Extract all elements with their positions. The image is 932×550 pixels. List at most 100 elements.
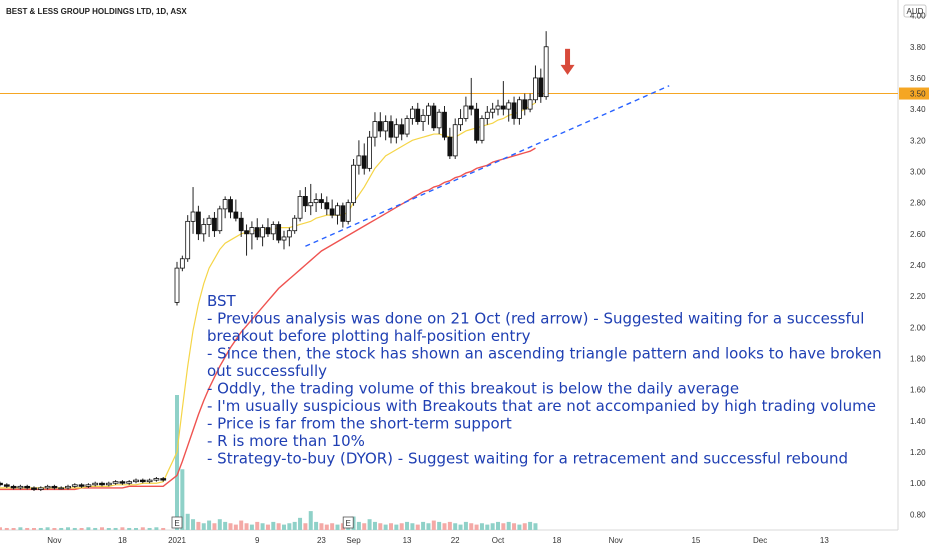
volume-bar [113, 527, 118, 530]
candle-body [463, 105, 469, 119]
volume-bar [212, 523, 217, 530]
candle-body [190, 211, 196, 222]
candle-body [372, 121, 378, 138]
candle-body [538, 77, 544, 98]
candle-body [270, 224, 276, 235]
annotation-line: - Price is far from the short-term suppo… [207, 415, 512, 433]
y-tick-label: 2.20 [910, 292, 926, 301]
candle-body [146, 479, 153, 483]
candle-body [174, 267, 180, 303]
candle-body [281, 236, 287, 241]
volume-bar [517, 524, 522, 530]
x-tick-label: Sep [346, 536, 361, 545]
volume-bar [292, 521, 297, 530]
candle-body [297, 196, 303, 219]
volume-bar [324, 524, 329, 530]
volume-bar [249, 524, 254, 530]
volume-bar [207, 520, 212, 530]
volume-bar [185, 513, 190, 530]
y-tick-label: 1.20 [910, 448, 926, 457]
y-tick-label: 3.00 [910, 167, 926, 176]
volume-bar [335, 524, 340, 530]
volume-bar [239, 520, 244, 530]
candle-body [222, 199, 228, 210]
y-tick-label: 2.60 [910, 230, 926, 239]
candle-body [527, 99, 533, 110]
y-tick-label: 2.80 [910, 199, 926, 208]
volume-bar [140, 527, 145, 530]
volume-bar [330, 523, 335, 530]
volume-bar [453, 523, 458, 530]
candle-body [383, 121, 389, 132]
volume-bar [490, 523, 495, 530]
candle-body [133, 479, 139, 483]
volume-bar [405, 521, 410, 530]
earnings-marker-label: E [174, 519, 179, 528]
volume-bar [308, 511, 313, 530]
x-tick-label: 13 [820, 536, 829, 545]
volume-bar [372, 521, 377, 530]
candle-body [228, 199, 233, 213]
volume-bar [394, 524, 399, 530]
candle-body [201, 224, 207, 235]
candle-body [484, 111, 490, 119]
chart-title: BEST & LESS GROUP HOLDINGS LTD, 1D, ASX [6, 7, 187, 16]
volume-bar [244, 523, 249, 530]
y-tick-label: 3.40 [910, 105, 926, 114]
candle-body [217, 208, 223, 232]
x-tick-label: 13 [403, 536, 412, 545]
volume-bar [356, 521, 361, 530]
volume-bar [426, 523, 431, 530]
candle-body [452, 124, 458, 157]
candle-body [233, 211, 239, 219]
volume-bar [223, 521, 228, 530]
candle-body [302, 196, 308, 207]
volume-bar [501, 523, 506, 530]
candle-body [153, 478, 160, 481]
candle-body [292, 217, 298, 232]
candle-body [319, 199, 324, 204]
currency-badge [903, 4, 927, 18]
candle-body [436, 111, 442, 129]
volume-bar [201, 523, 206, 530]
candle-body [356, 155, 362, 166]
volume-bar [522, 523, 527, 530]
annotation-line: - Previous analysis was done on 21 Oct (… [207, 310, 864, 328]
candle-body [265, 227, 271, 235]
y-tick-label: 1.80 [910, 355, 926, 364]
volume-bar [106, 528, 111, 530]
candle-body [44, 485, 51, 489]
candle-body [24, 485, 31, 489]
earnings-marker [171, 516, 183, 529]
candle-body [212, 217, 217, 232]
volume-bar [485, 524, 490, 530]
volume-bar [399, 523, 404, 530]
volume-bar [100, 527, 104, 530]
candle-body [238, 217, 244, 232]
candle-body [185, 220, 191, 260]
candle-body [511, 102, 517, 119]
volume-bar [255, 521, 260, 530]
candle-body [431, 105, 437, 129]
volume-bar [38, 527, 43, 530]
y-tick-label: 2.40 [910, 261, 926, 270]
volume-bar [287, 523, 292, 530]
annotation-line: out successfully [207, 362, 327, 380]
y-tick-label: 3.80 [910, 43, 926, 52]
candle-body [420, 114, 426, 122]
volume-bar [154, 527, 159, 530]
candle-body [361, 155, 367, 169]
candle-body [495, 105, 501, 110]
candle-body [10, 485, 17, 489]
x-tick-label: Nov [47, 536, 61, 545]
volume-bar [389, 523, 393, 530]
candle-body [71, 484, 78, 487]
candle-body [329, 208, 335, 216]
y-tick-label: 0.80 [910, 510, 926, 519]
candle-body [324, 202, 330, 210]
candle-body [393, 124, 399, 138]
candle-body [479, 118, 485, 141]
volume-bar [282, 524, 286, 530]
